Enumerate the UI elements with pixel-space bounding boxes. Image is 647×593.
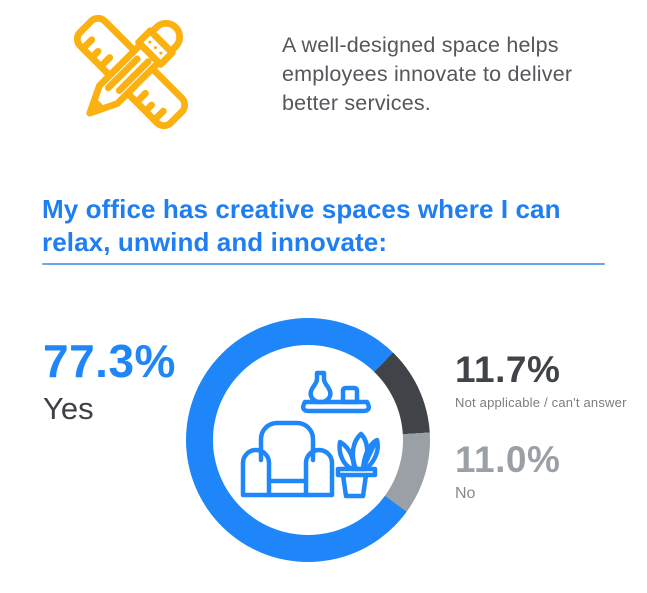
stat-not-applicable-label: Not applicable / can't answer xyxy=(455,395,627,410)
stat-not-applicable: 11.7% Not applicable / can't answer xyxy=(455,351,627,409)
stat-not-applicable-percent: 11.7% xyxy=(455,349,561,390)
donut-center-icons xyxy=(240,370,380,499)
hero-text-line: A well-designed space helps xyxy=(282,33,559,57)
hero-text-line: better services. xyxy=(282,91,431,115)
stat-no: 11.0% No xyxy=(455,441,560,502)
question-heading: My office has creative spaces where I ca… xyxy=(42,193,561,259)
stat-no-percent: 11.0% xyxy=(455,439,561,480)
potted-plant-icon xyxy=(335,431,380,499)
section-divider xyxy=(42,263,605,265)
pencil-and-ruler-icon xyxy=(73,14,189,130)
question-heading-line: relax, unwind and innovate: xyxy=(42,227,388,257)
stat-yes-percent: 77.3% xyxy=(43,335,176,387)
shelf-with-vase-and-cup-icon xyxy=(300,370,372,414)
pencil-icon xyxy=(86,20,183,117)
hero-text-line: employees innovate to deliver xyxy=(282,62,573,86)
stat-yes-label: Yes xyxy=(43,391,94,426)
donut-chart xyxy=(186,318,430,562)
armchair-icon xyxy=(240,420,335,498)
donut-hole xyxy=(213,345,403,535)
stat-no-label: No xyxy=(455,485,476,502)
hero-text: A well-designed space helps employees in… xyxy=(282,31,572,118)
question-heading-line: My office has creative spaces where I ca… xyxy=(42,194,561,224)
stat-yes: 77.3% Yes xyxy=(43,338,176,424)
